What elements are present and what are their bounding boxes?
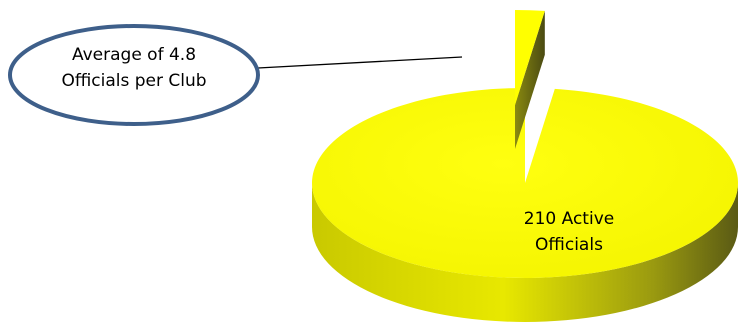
callout-label-line: Officials per Club [61,71,206,91]
pie-slice-exploded [515,10,545,149]
callout-label-line: Average of 4.8 [72,45,196,65]
pie-slice-main [312,88,738,322]
main-slice-label-line: 210 Active [524,209,614,229]
slice-cut-face [515,10,545,149]
main-slice-label-line: Officials [535,235,603,255]
slice-top-face [515,10,545,105]
slice-side-wall [312,183,738,322]
callout-leader-line [257,56,463,69]
main-slice-label: 210 Active Officials [524,209,614,255]
callout-label: Average of 4.8 Officials per Club [61,45,206,91]
callout-oval [8,24,260,126]
slice-top-face [312,88,738,278]
